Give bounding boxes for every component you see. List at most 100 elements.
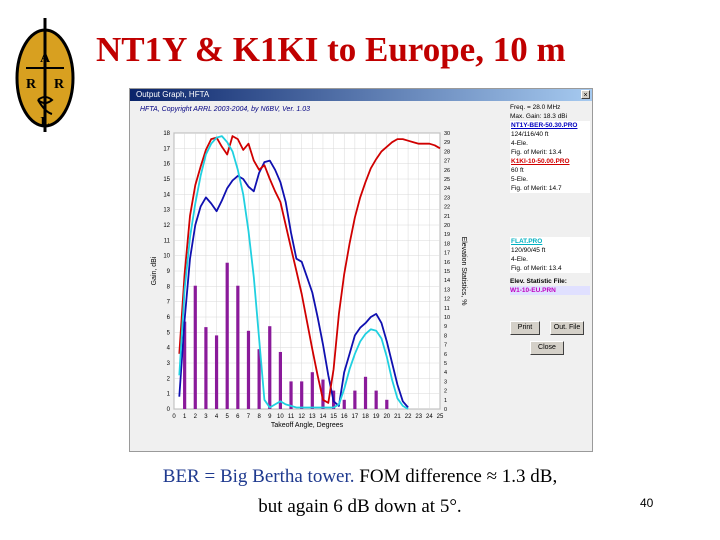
x-tick-label: 4 — [215, 414, 219, 420]
x-tick-label: 6 — [236, 414, 240, 420]
ant2-type: 5-Ele. — [510, 175, 590, 184]
y2-tick-label: 24 — [444, 186, 450, 192]
y-tick-label: 1 — [167, 392, 171, 398]
elevation-stat-bar — [342, 399, 346, 409]
y-tick-label: 14 — [163, 192, 170, 198]
ant2-height: 60 ft — [510, 166, 590, 175]
y-tick-label: 17 — [163, 146, 170, 152]
freq-label: Freq. = 28.0 MHz — [510, 104, 561, 111]
y-tick-label: 3 — [167, 361, 171, 367]
y2-tick-label: 27 — [444, 159, 450, 165]
y2-tick-label: 8 — [444, 333, 447, 339]
y2-tick-label: 10 — [444, 315, 450, 321]
y2-tick-label: 11 — [444, 306, 450, 312]
elevation-stat-bar — [193, 285, 197, 409]
x-tick-label: 17 — [352, 414, 359, 420]
y-tick-label: 8 — [167, 284, 171, 290]
y-axis-title: Gain, dBi — [151, 256, 158, 285]
ant1-gain-line — [178, 159, 409, 409]
elev-stat-file[interactable]: W1-10-EU.PRN — [510, 286, 590, 295]
ant1-height: 124/116/40 ft — [510, 130, 590, 139]
ant2-gain-line — [178, 135, 441, 404]
window-titlebar[interactable]: Output Graph, HFTA × — [130, 89, 592, 101]
logo-letter-r1: R — [26, 77, 37, 92]
logo-letter-a: A — [40, 51, 51, 66]
legend-panel: Freq. = 28.0 MHz Max. Gain: 18.3 dBi NT1… — [510, 103, 590, 295]
output-graph-window: Output Graph, HFTA × HFTA, Copyright ARR… — [129, 88, 593, 452]
x-tick-label: 14 — [320, 414, 327, 420]
y2-tick-label: 23 — [444, 195, 450, 201]
x-tick-label: 19 — [373, 414, 380, 420]
y2-tick-label: 20 — [444, 223, 450, 229]
x-tick-label: 5 — [226, 414, 230, 420]
y2-tick-label: 26 — [444, 168, 450, 174]
y2-tick-label: 7 — [444, 343, 447, 349]
elevation-stat-bar — [321, 379, 325, 409]
x-tick-label: 7 — [247, 414, 251, 420]
y2-tick-label: 15 — [444, 269, 450, 275]
y2-tick-label: 0 — [444, 407, 447, 413]
x-tick-label: 10 — [277, 414, 284, 420]
x-tick-label: 23 — [415, 414, 422, 420]
y2-tick-label: 1 — [444, 398, 447, 404]
y-tick-label: 13 — [163, 208, 170, 214]
x-tick-label: 9 — [268, 414, 272, 420]
y-tick-label: 12 — [163, 223, 170, 229]
x-tick-label: 12 — [298, 414, 305, 420]
logo-letter-l: L — [40, 115, 49, 130]
y-tick-label: 5 — [167, 330, 171, 336]
y-tick-label: 2 — [167, 376, 171, 382]
elevation-stat-bar — [183, 321, 187, 409]
x-tick-label: 2 — [194, 414, 198, 420]
y2-tick-label: 22 — [444, 205, 450, 211]
ant1-fom: Fig. of Merit: 13.4 — [510, 148, 590, 157]
elevation-stat-bar — [289, 381, 293, 409]
y-tick-label: 11 — [164, 238, 171, 244]
y-tick-label: 9 — [167, 269, 171, 275]
y2-tick-label: 19 — [444, 232, 450, 238]
y2-tick-label: 6 — [444, 352, 447, 358]
y2-tick-label: 25 — [444, 177, 450, 183]
gain-elevation-chart: 0 1 2 3 4 5 6 7 8 9 10 11 12 13 14 15 16 17 18 19 20 21 22 23 24… — [151, 131, 467, 429]
print-button[interactable]: Print — [510, 321, 540, 335]
y2-tick-label: 16 — [444, 260, 450, 266]
y-tick-label: 7 — [167, 300, 171, 306]
x-tick-label: 20 — [383, 414, 390, 420]
y2-tick-label: 21 — [444, 214, 450, 220]
x-tick-label: 15 — [330, 414, 337, 420]
ant3-type: 4-Ele. — [510, 255, 590, 264]
ant2-name[interactable]: K1KI-10-50.00.PRO — [510, 157, 590, 166]
elevation-stat-bar — [363, 376, 368, 409]
ant1-name[interactable]: NT1Y-BER-50.30.PRO — [510, 121, 590, 130]
x-tick-label: 25 — [437, 414, 444, 420]
y2-tick-label: 2 — [444, 389, 447, 395]
elevation-stat-bar — [353, 390, 357, 409]
copyright-text: HFTA, Copyright ARRL 2003-2004, by N6BV,… — [140, 106, 311, 113]
elev-stat-label: Elev. Statistic File: — [510, 278, 567, 285]
elevation-stat-bar — [268, 326, 272, 409]
y2-tick-label: 14 — [444, 278, 450, 284]
x-tick-label: 8 — [257, 414, 261, 420]
y-tick-label: 10 — [163, 254, 170, 260]
y2-axis-title: Elevation Statistics, % — [460, 237, 467, 306]
slide-caption: BER = Big Bertha tower. FOM difference ≈… — [60, 462, 660, 522]
x-tick-label: 13 — [309, 414, 316, 420]
x-tick-label: 18 — [362, 414, 369, 420]
x-tick-label: 22 — [405, 414, 412, 420]
window-close-icon[interactable]: × — [581, 90, 590, 99]
close-button[interactable]: Close — [530, 341, 564, 355]
caption-fom: FOM difference ≈ 1.3 dB, — [354, 466, 558, 487]
x-tick-label: 16 — [341, 414, 348, 420]
window-title: Output Graph, HFTA — [136, 90, 210, 99]
y2-tick-label: 17 — [444, 251, 450, 257]
ant3-fom: Fig. of Merit: 13.4 — [510, 264, 590, 273]
elevation-stat-bar — [204, 327, 208, 409]
ant3-name[interactable]: FLAT.PRO — [510, 237, 590, 246]
out-file-button[interactable]: Out. File — [550, 321, 584, 335]
elevation-stat-bar — [246, 330, 251, 409]
y-tick-label: 18 — [163, 131, 170, 137]
elevation-stat-bar — [385, 399, 389, 409]
y-tick-label: 0 — [167, 407, 171, 413]
elevation-stat-bar — [257, 349, 261, 409]
x-tick-label: 0 — [172, 414, 176, 420]
